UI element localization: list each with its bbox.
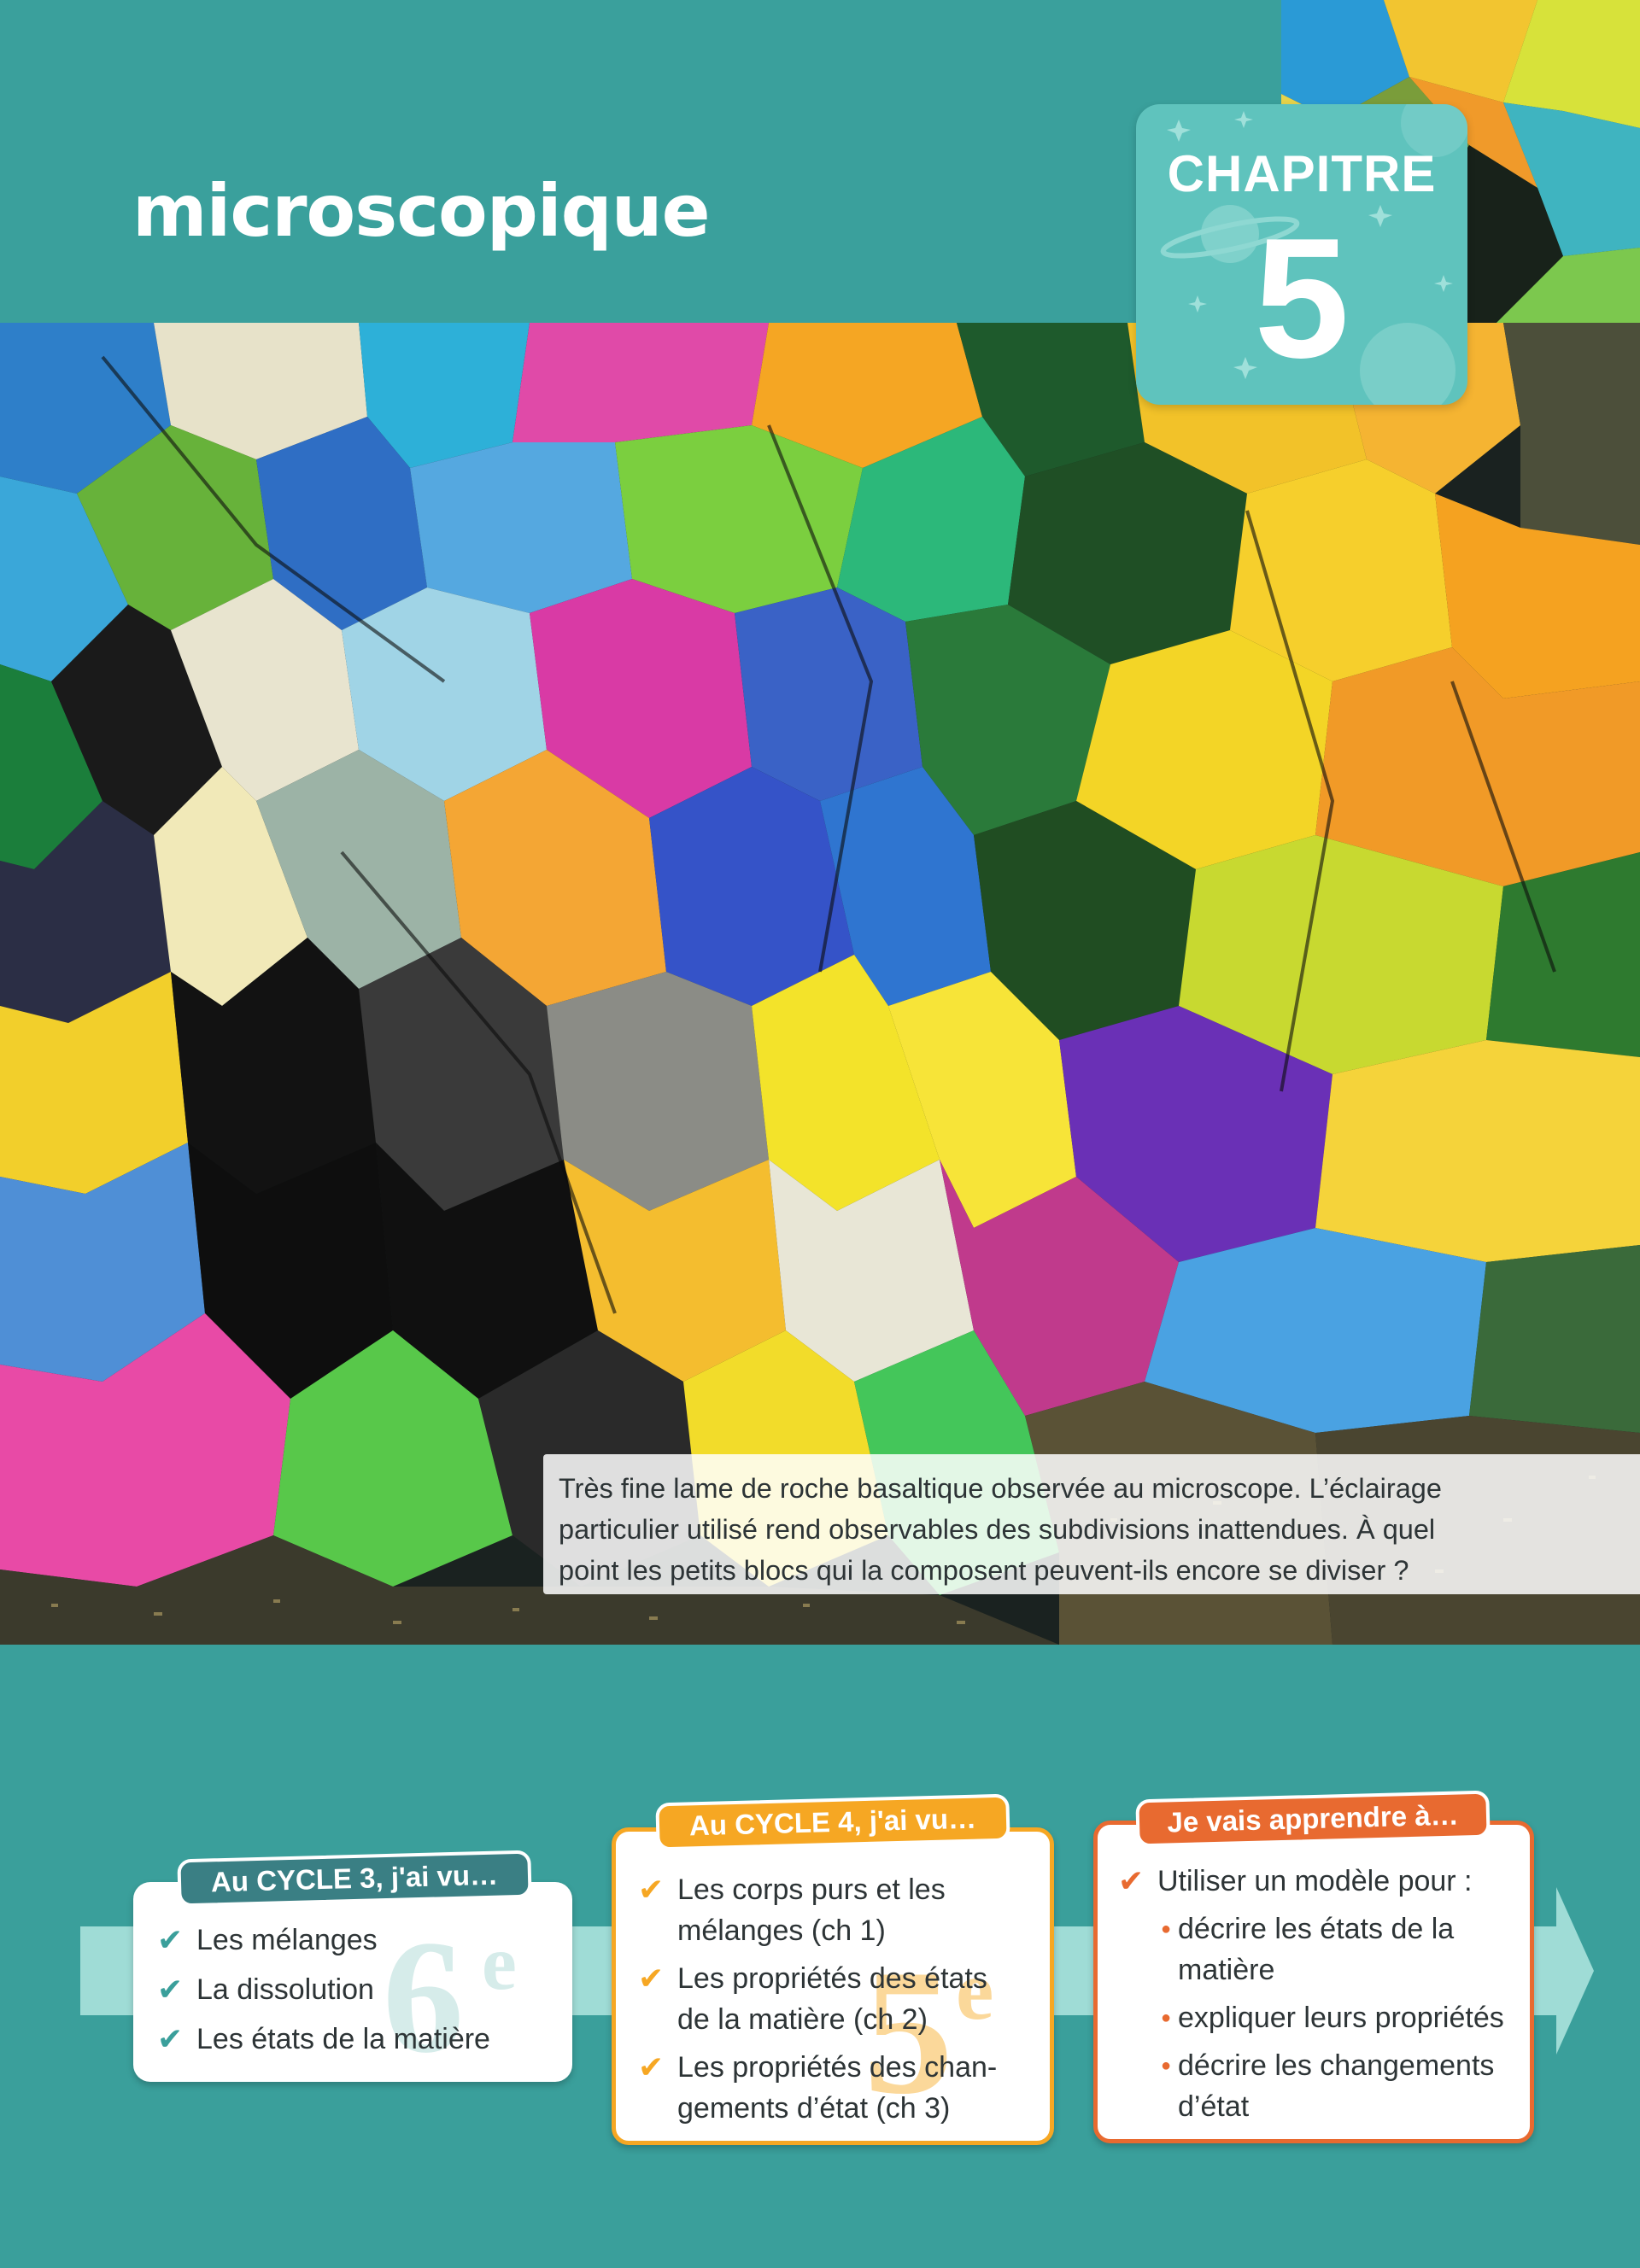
list-item: ✔ Les mélanges [157,1922,378,1957]
list-item: ✔ Les états de la matière [157,2021,490,2056]
list-item-continued: de la matière (ch 2) [677,2003,928,2036]
chapter-number: 5 [1254,203,1350,394]
learn-tab: Je vais apprendre à… [1135,1790,1491,1848]
bullet-icon: ● [1161,1920,1172,1938]
list-item: ✔ La dissolution [157,1972,374,2007]
cycle3-list: ✔ Les mélanges ✔ La dissolution ✔ Les états… [157,1920,572,2060]
photo-caption: Très fine lame de roche basaltique obser… [543,1454,1640,1594]
check-icon: ✔ [157,1972,184,2007]
learn-list: ✔ Utiliser un modèle pour : ● décrire les … [1118,1861,1530,2127]
chapter-label: CHAPITRE [1167,145,1437,202]
check-icon: ✔ [638,2049,665,2084]
list-item-continued: gements d’état (ch 3) [677,2092,951,2125]
list-item: ✔ Les propriétés des chan- [638,2049,998,2084]
sub-item: ● expliquer leurs propriétés [1118,1997,1530,2038]
level-watermark-sup: e [482,1919,517,2006]
cycle4-box: 5 e ✔ Les corps purs et les mélanges (ch … [612,1827,1054,2145]
sub-item-continued: d’état [1178,2090,1250,2123]
sub-item: ● décrire les états de la [1118,1909,1530,1949]
list-item: ✔ Utiliser un modèle pour : [1118,1863,1473,1898]
list-item: ✔ Les propriétés des états [638,1961,987,1996]
chapter-badge: CHAPITRE 5 [1136,104,1467,405]
cycle3-box: 6 e ✔ Les mélanges ✔ La dissolution ✔ Les é… [133,1882,572,2082]
check-icon: ✔ [157,1922,184,1957]
bullet-icon: ● [1161,2056,1172,2075]
check-icon: ✔ [638,1961,665,1996]
caption-line: Très fine lame de roche basaltique obser… [559,1473,1442,1504]
list-item: ✔ Les corps purs et les [638,1872,946,1907]
sub-item-continued: matière [1178,1954,1275,1986]
caption-line: particulier utilisé rend observables des… [559,1514,1436,1545]
caption-line: point les petits blocs qui la composent … [559,1555,1409,1586]
list-item-continued: mélanges (ch 1) [677,1914,886,1947]
cycle4-tab: Au CYCLE 4, j'ai vu… [655,1793,1010,1851]
cycle4-list: ✔ Les corps purs et les mélanges (ch 1) ✔… [638,1869,1050,2129]
space-decoration-icon [1160,104,1467,405]
check-icon: ✔ [638,1872,665,1907]
level-watermark-sup: e [956,1943,994,2037]
level-watermark: 5 [864,1933,953,2131]
level-watermark: 6 [383,1908,464,2082]
learn-box: ✔ Utiliser un modèle pour : ● décrire les … [1093,1821,1534,2143]
check-icon: ✔ [157,2021,184,2056]
basalt-photo: Très fine lame de roche basaltique obser… [0,323,1640,1645]
check-icon: ✔ [1118,1863,1145,1898]
bullet-icon: ● [1161,2008,1172,2027]
page-title: microscopique [132,169,711,253]
sub-item: ● décrire les changements [1118,2045,1530,2086]
cycle3-tab: Au CYCLE 3, j'ai vu… [177,1850,532,1908]
